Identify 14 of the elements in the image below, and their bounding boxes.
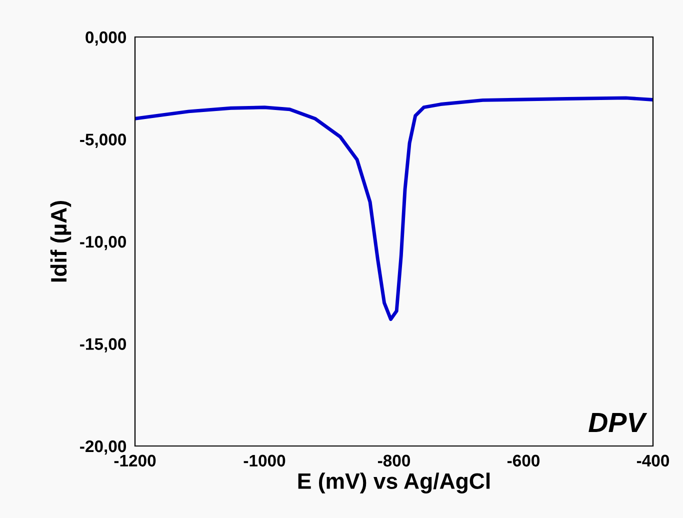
line-series bbox=[135, 96, 653, 321]
y-tick-label: -10,00 bbox=[80, 236, 126, 250]
y-axis-title: Idif (µA) bbox=[50, 201, 72, 282]
x-tick-label: -1200 bbox=[114, 454, 156, 467]
annotation: DPV bbox=[588, 412, 648, 432]
x-tick-label: -800 bbox=[378, 454, 410, 467]
x-axis-title: E (mV) vs Ag/AgCl bbox=[298, 472, 490, 494]
y-tick-label: -15,00 bbox=[80, 338, 126, 352]
x-tick-label: -600 bbox=[507, 454, 540, 467]
x-tick-label: -400 bbox=[636, 454, 669, 467]
y-tick-label: -20,00 bbox=[80, 440, 126, 455]
x-tick-label: -1000 bbox=[244, 454, 286, 467]
y-tick-label: 0,000 bbox=[86, 31, 126, 46]
y-tick-label: -5,000 bbox=[80, 134, 126, 148]
